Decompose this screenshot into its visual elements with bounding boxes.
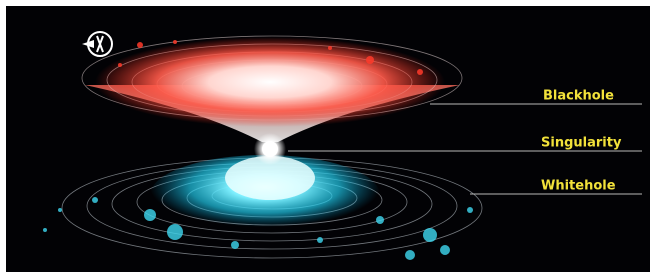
region-label: Blackhole — [543, 89, 614, 104]
region-label: Whitehole — [541, 179, 616, 194]
region-label: Singularity — [541, 136, 622, 151]
scene: Blackhole Singularity Whitehole — [0, 0, 656, 278]
singularity-core — [262, 141, 278, 157]
blackhole-glow — [95, 37, 445, 127]
page: {"labels": ["Blackhole", "Singularity", … — [0, 0, 656, 278]
